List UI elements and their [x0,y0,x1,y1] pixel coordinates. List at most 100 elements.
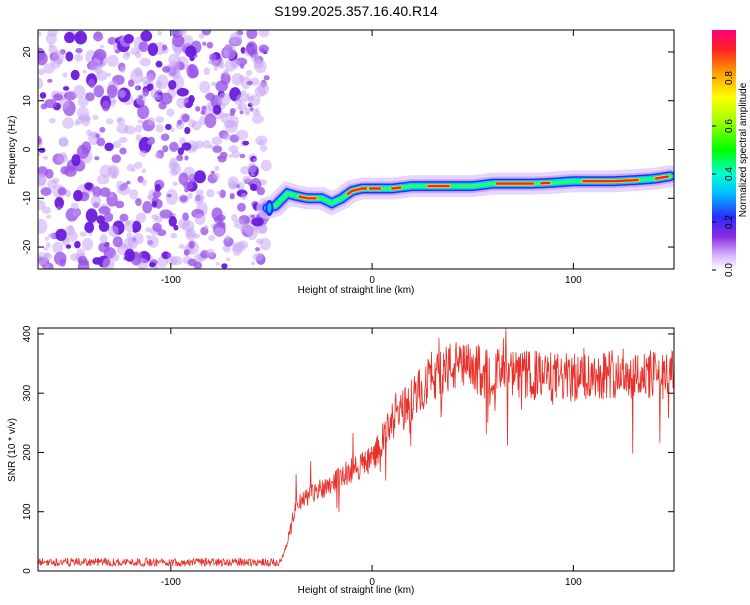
noise-blob [176,97,186,108]
noise-blob [139,253,143,256]
noise-blob [140,58,152,67]
noise-blob [138,119,143,123]
noise-blob [117,185,130,196]
noise-blob [77,256,87,265]
noise-blob [171,128,175,132]
noise-blob [107,165,119,179]
noise-blob [99,127,105,133]
noise-blob [100,44,104,48]
noise-blob [44,247,49,250]
noise-blob [107,55,119,67]
spectrogram-ytick-label: 0 [22,146,33,152]
noise-blob [201,110,206,115]
colorbar-tick-label: 0.6 [724,119,735,133]
noise-blob [241,193,247,200]
noise-blob [36,252,48,265]
noise-blob [155,80,161,88]
noise-blob [127,232,132,238]
noise-blob [136,213,146,223]
noise-blob [170,233,177,239]
noise-blob [188,259,197,266]
noise-blob [95,65,103,74]
noise-blob [170,256,182,266]
noise-blob [118,90,126,98]
noise-blob [142,88,149,96]
colorbar-tick-label: 0.4 [724,167,735,181]
noise-blob [184,249,190,256]
noise-blob [231,214,237,222]
noise-blob [140,31,152,42]
noise-blob [246,70,252,76]
noise-blob [168,80,176,90]
noise-blob [57,155,68,164]
noise-blob [179,173,189,186]
noise-blob [236,130,249,140]
snr-background [38,328,674,571]
noise-blob [215,227,225,236]
spectrogram-ytick-label: -20 [22,239,33,254]
noise-blob [152,223,162,232]
snr-xtick-label: 100 [565,577,582,588]
noise-blob [199,81,210,93]
noise-blob [107,85,118,99]
noise-blob [182,114,190,123]
noise-blob [128,79,134,87]
noise-blob [195,106,200,112]
noise-blob [73,210,80,217]
noise-blob [129,189,138,199]
colorbar-tick-label: 0.8 [724,71,735,85]
noise-blob [55,229,66,241]
noise-blob [155,153,162,159]
noise-blob [156,124,164,132]
noise-blob [165,124,172,130]
noise-blob [62,72,67,77]
noise-blob [58,187,67,195]
noise-blob [80,231,87,237]
noise-blob [236,94,249,103]
noise-blob [159,209,172,218]
noise-blob [232,151,240,159]
noise-blob [112,154,121,163]
noise-blob [40,187,51,196]
spectrogram-ylabel: Frequency (Hz) [7,116,18,185]
noise-blob [57,206,62,210]
noise-blob [84,222,94,233]
noise-blob [162,45,167,51]
noise-blob [158,88,162,93]
noise-blob [168,54,180,65]
noise-blob [161,133,170,141]
noise-blob [40,92,47,99]
noise-blob [242,141,249,146]
noise-blob [155,184,161,192]
noise-blob [142,201,152,214]
noise-blob [189,68,199,78]
noise-blob [185,45,196,57]
noise-blob [172,181,177,185]
noise-blob [251,261,255,265]
noise-blob [218,93,231,106]
noise-blob [237,104,242,110]
noise-blob [117,124,129,134]
noise-blob [64,32,75,43]
noise-blob [108,225,119,237]
noise-blob [162,145,168,152]
noise-blob [146,73,154,81]
noise-blob [255,136,267,146]
noise-blob [253,253,264,261]
noise-blob [148,43,158,56]
snr-ytick-label: 100 [22,503,33,520]
noise-blob [38,148,45,153]
noise-blob [231,59,240,68]
noise-blob [44,99,57,108]
noise-blob [184,127,190,134]
noise-blob [194,170,206,183]
colorbar-gradient [712,30,736,270]
noise-blob [213,173,220,180]
colorbar-label: Normalized spectral amplitude [738,82,749,217]
noise-blob [169,216,177,227]
noise-blob [160,93,173,105]
noise-blob [171,26,183,36]
noise-blob [253,158,257,162]
noise-blob [66,244,71,248]
